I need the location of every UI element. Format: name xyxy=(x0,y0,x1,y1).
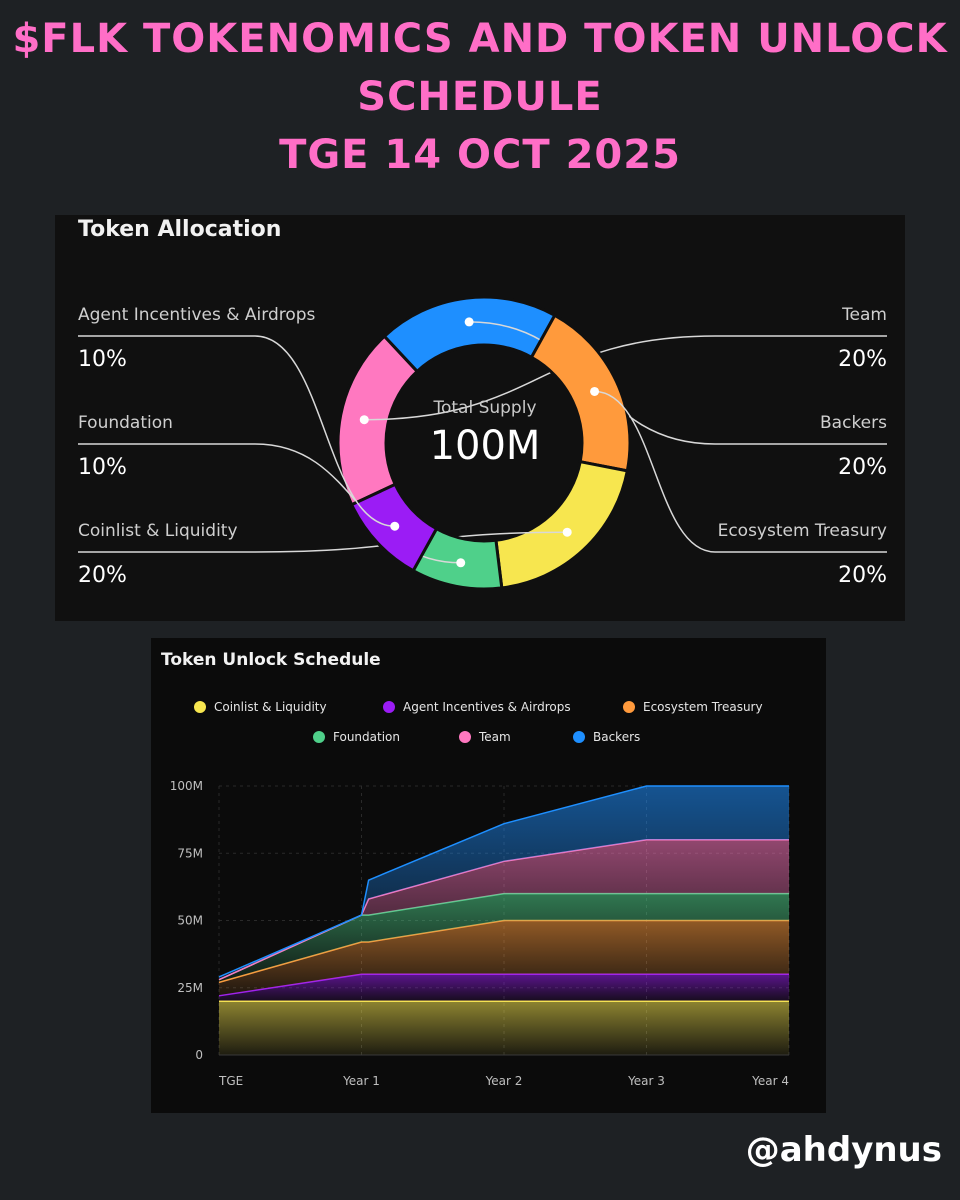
allocation-donut-chart xyxy=(78,295,887,591)
leader-dot-backers xyxy=(464,317,474,327)
x-tick-label-year-4: Year 4 xyxy=(751,1074,789,1088)
pct-backers: 20% xyxy=(838,455,887,480)
label-foundation: Foundation xyxy=(78,413,173,433)
leader-line-ecosystem-treasury xyxy=(594,390,887,553)
donut-slice-team xyxy=(336,334,420,507)
leader-line-team xyxy=(364,335,887,421)
x-tick-label-year-2: Year 2 xyxy=(485,1074,523,1088)
area-ecosystem-treasury xyxy=(219,920,789,996)
legend-label-agent-incentives: Agent Incentives & Airdrops xyxy=(403,700,571,714)
leader-dot-agent-incentives-airdrops xyxy=(390,521,400,531)
legend-label-coinlist: Coinlist & Liquidity xyxy=(214,700,327,714)
donut-slice-coinlist-liquidity xyxy=(494,459,630,590)
title-line-1: $FLK TOKENOMICS AND TOKEN UNLOCK xyxy=(12,16,948,62)
allocation-title: Token Allocation xyxy=(78,217,282,242)
x-tick-label-year-1: Year 1 xyxy=(342,1074,380,1088)
title-line-2: SCHEDULE xyxy=(357,74,603,120)
page-title: $FLK TOKENOMICS AND TOKEN UNLOCK SCHEDUL… xyxy=(0,10,960,184)
pct-ecosystem: 20% xyxy=(838,563,887,588)
total-supply-value: 100M xyxy=(429,423,541,469)
legend-agent-incentives: Agent Incentives & Airdrops xyxy=(383,700,571,714)
y-tick-label-75m: 75M xyxy=(177,846,203,860)
area-line-backers xyxy=(218,785,789,978)
pct-team: 20% xyxy=(838,347,887,372)
label-agent-incentives: Agent Incentives & Airdrops xyxy=(78,305,316,325)
area-team xyxy=(219,839,789,980)
y-tick-label-25m: 25M xyxy=(177,981,203,995)
legend-dot-foundation xyxy=(313,731,325,743)
leader-dot-ecosystem-treasury xyxy=(590,386,600,396)
y-tick-label-0: 0 xyxy=(195,1048,203,1062)
label-backers: Backers xyxy=(820,413,887,433)
total-supply-label: Total Supply xyxy=(433,398,537,418)
legend-label-backers: Backers xyxy=(593,730,641,744)
leader-line-agent-incentives-airdrops xyxy=(78,335,395,527)
pct-coinlist: 20% xyxy=(78,563,127,588)
unlock-title: Token Unlock Schedule xyxy=(161,650,381,670)
y-tick-label-100m: 100M xyxy=(170,779,203,793)
title-line-3: TGE 14 OCT 2025 xyxy=(279,132,681,178)
leader-dot-coinlist-liquidity xyxy=(562,527,572,537)
area-coinlist-liquidity xyxy=(219,1001,789,1055)
area-backers xyxy=(219,786,789,980)
legend-label-team: Team xyxy=(479,730,511,744)
leader-dot-foundation xyxy=(456,558,466,568)
x-tick-label-year-3: Year 3 xyxy=(627,1074,665,1088)
legend-dot-agent-incentives xyxy=(383,701,395,713)
token-unlock-panel: 0 25M 50M 75M 100M TGE Year 1 Year 2 Year 3 Year … xyxy=(151,638,826,1113)
unlock-area-chart: 0 25M 50M 75M 100M TGE Year 1 Year 2 Year 3 Year … xyxy=(170,779,790,1088)
legend-dot-coinlist xyxy=(194,701,206,713)
label-ecosystem: Ecosystem Treasury xyxy=(717,521,887,541)
x-tick-label-tge: TGE xyxy=(218,1074,243,1088)
label-team: Team xyxy=(842,305,887,325)
y-tick-label-50m: 50M xyxy=(177,914,203,928)
legend-foundation: Foundation xyxy=(313,730,400,744)
legend-team: Team xyxy=(459,730,511,744)
area-agent-incentives-airdrops xyxy=(219,974,789,1002)
leader-dot-team xyxy=(359,415,369,425)
legend-label-ecosystem: Ecosystem Treasury xyxy=(643,700,763,714)
legend-dot-backers xyxy=(573,731,585,743)
label-coinlist: Coinlist & Liquidity xyxy=(78,521,238,541)
legend-label-foundation: Foundation xyxy=(333,730,400,744)
legend-ecosystem: Ecosystem Treasury xyxy=(623,700,763,714)
token-allocation-panel: Token Allocation Agent Incentives & Aird… xyxy=(55,215,905,621)
legend-dot-team xyxy=(459,731,471,743)
legend-backers: Backers xyxy=(573,730,640,744)
pct-agent-incentives: 10% xyxy=(78,347,127,372)
author-handle: @ahdynus xyxy=(745,1130,942,1170)
legend-dot-ecosystem xyxy=(623,701,635,713)
legend-coinlist: Coinlist & Liquidity xyxy=(194,700,327,714)
pct-foundation: 10% xyxy=(78,455,127,480)
